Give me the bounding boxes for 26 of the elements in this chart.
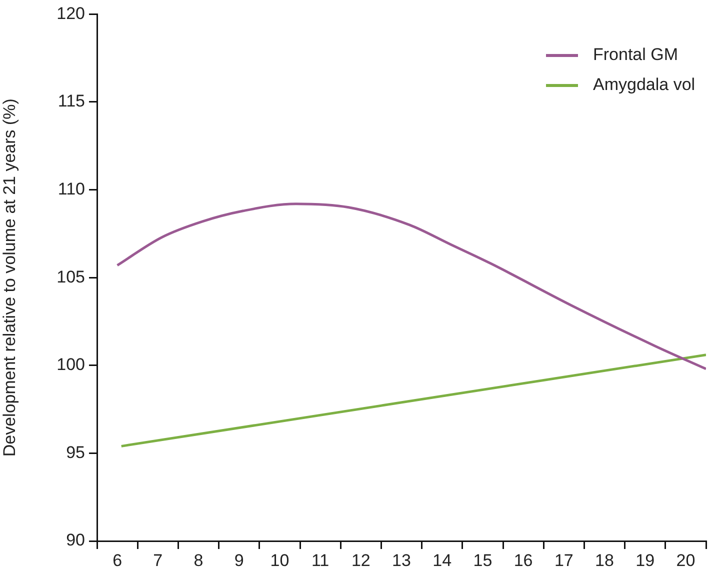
x-tick-label: 19 bbox=[636, 550, 655, 570]
y-tick-label: 105 bbox=[56, 267, 85, 286]
legend-label: Frontal GM bbox=[593, 45, 678, 65]
x-tick-label: 15 bbox=[473, 550, 492, 570]
x-tick-label: 14 bbox=[432, 550, 452, 570]
x-tick-label: 18 bbox=[595, 550, 614, 570]
x-tick-label: 17 bbox=[554, 550, 574, 570]
x-tick-label: 6 bbox=[112, 550, 122, 570]
x-tick-label: 10 bbox=[270, 550, 290, 570]
y-tick-label: 90 bbox=[66, 530, 85, 550]
y-tick-label: 120 bbox=[56, 4, 85, 23]
y-tick-label: 110 bbox=[58, 179, 85, 198]
x-tick-label: 11 bbox=[311, 550, 330, 570]
x-tick-label: 20 bbox=[676, 550, 696, 570]
y-tick-label: 95 bbox=[66, 442, 85, 462]
x-tick-label: 16 bbox=[514, 550, 533, 570]
y-tick-label: 100 bbox=[56, 355, 85, 374]
legend-label: Amygdala vol bbox=[593, 75, 696, 95]
x-tick-label: 9 bbox=[234, 550, 244, 570]
x-tick-label: 12 bbox=[351, 550, 370, 570]
x-tick-label: 7 bbox=[153, 550, 163, 570]
x-tick-label: 13 bbox=[392, 550, 411, 570]
y-axis-title: Development relative to volume at 21 years (%) bbox=[0, 98, 19, 457]
y-tick-label: 115 bbox=[58, 92, 85, 111]
line-series bbox=[116, 202, 706, 370]
x-tick-label: 8 bbox=[194, 550, 204, 570]
